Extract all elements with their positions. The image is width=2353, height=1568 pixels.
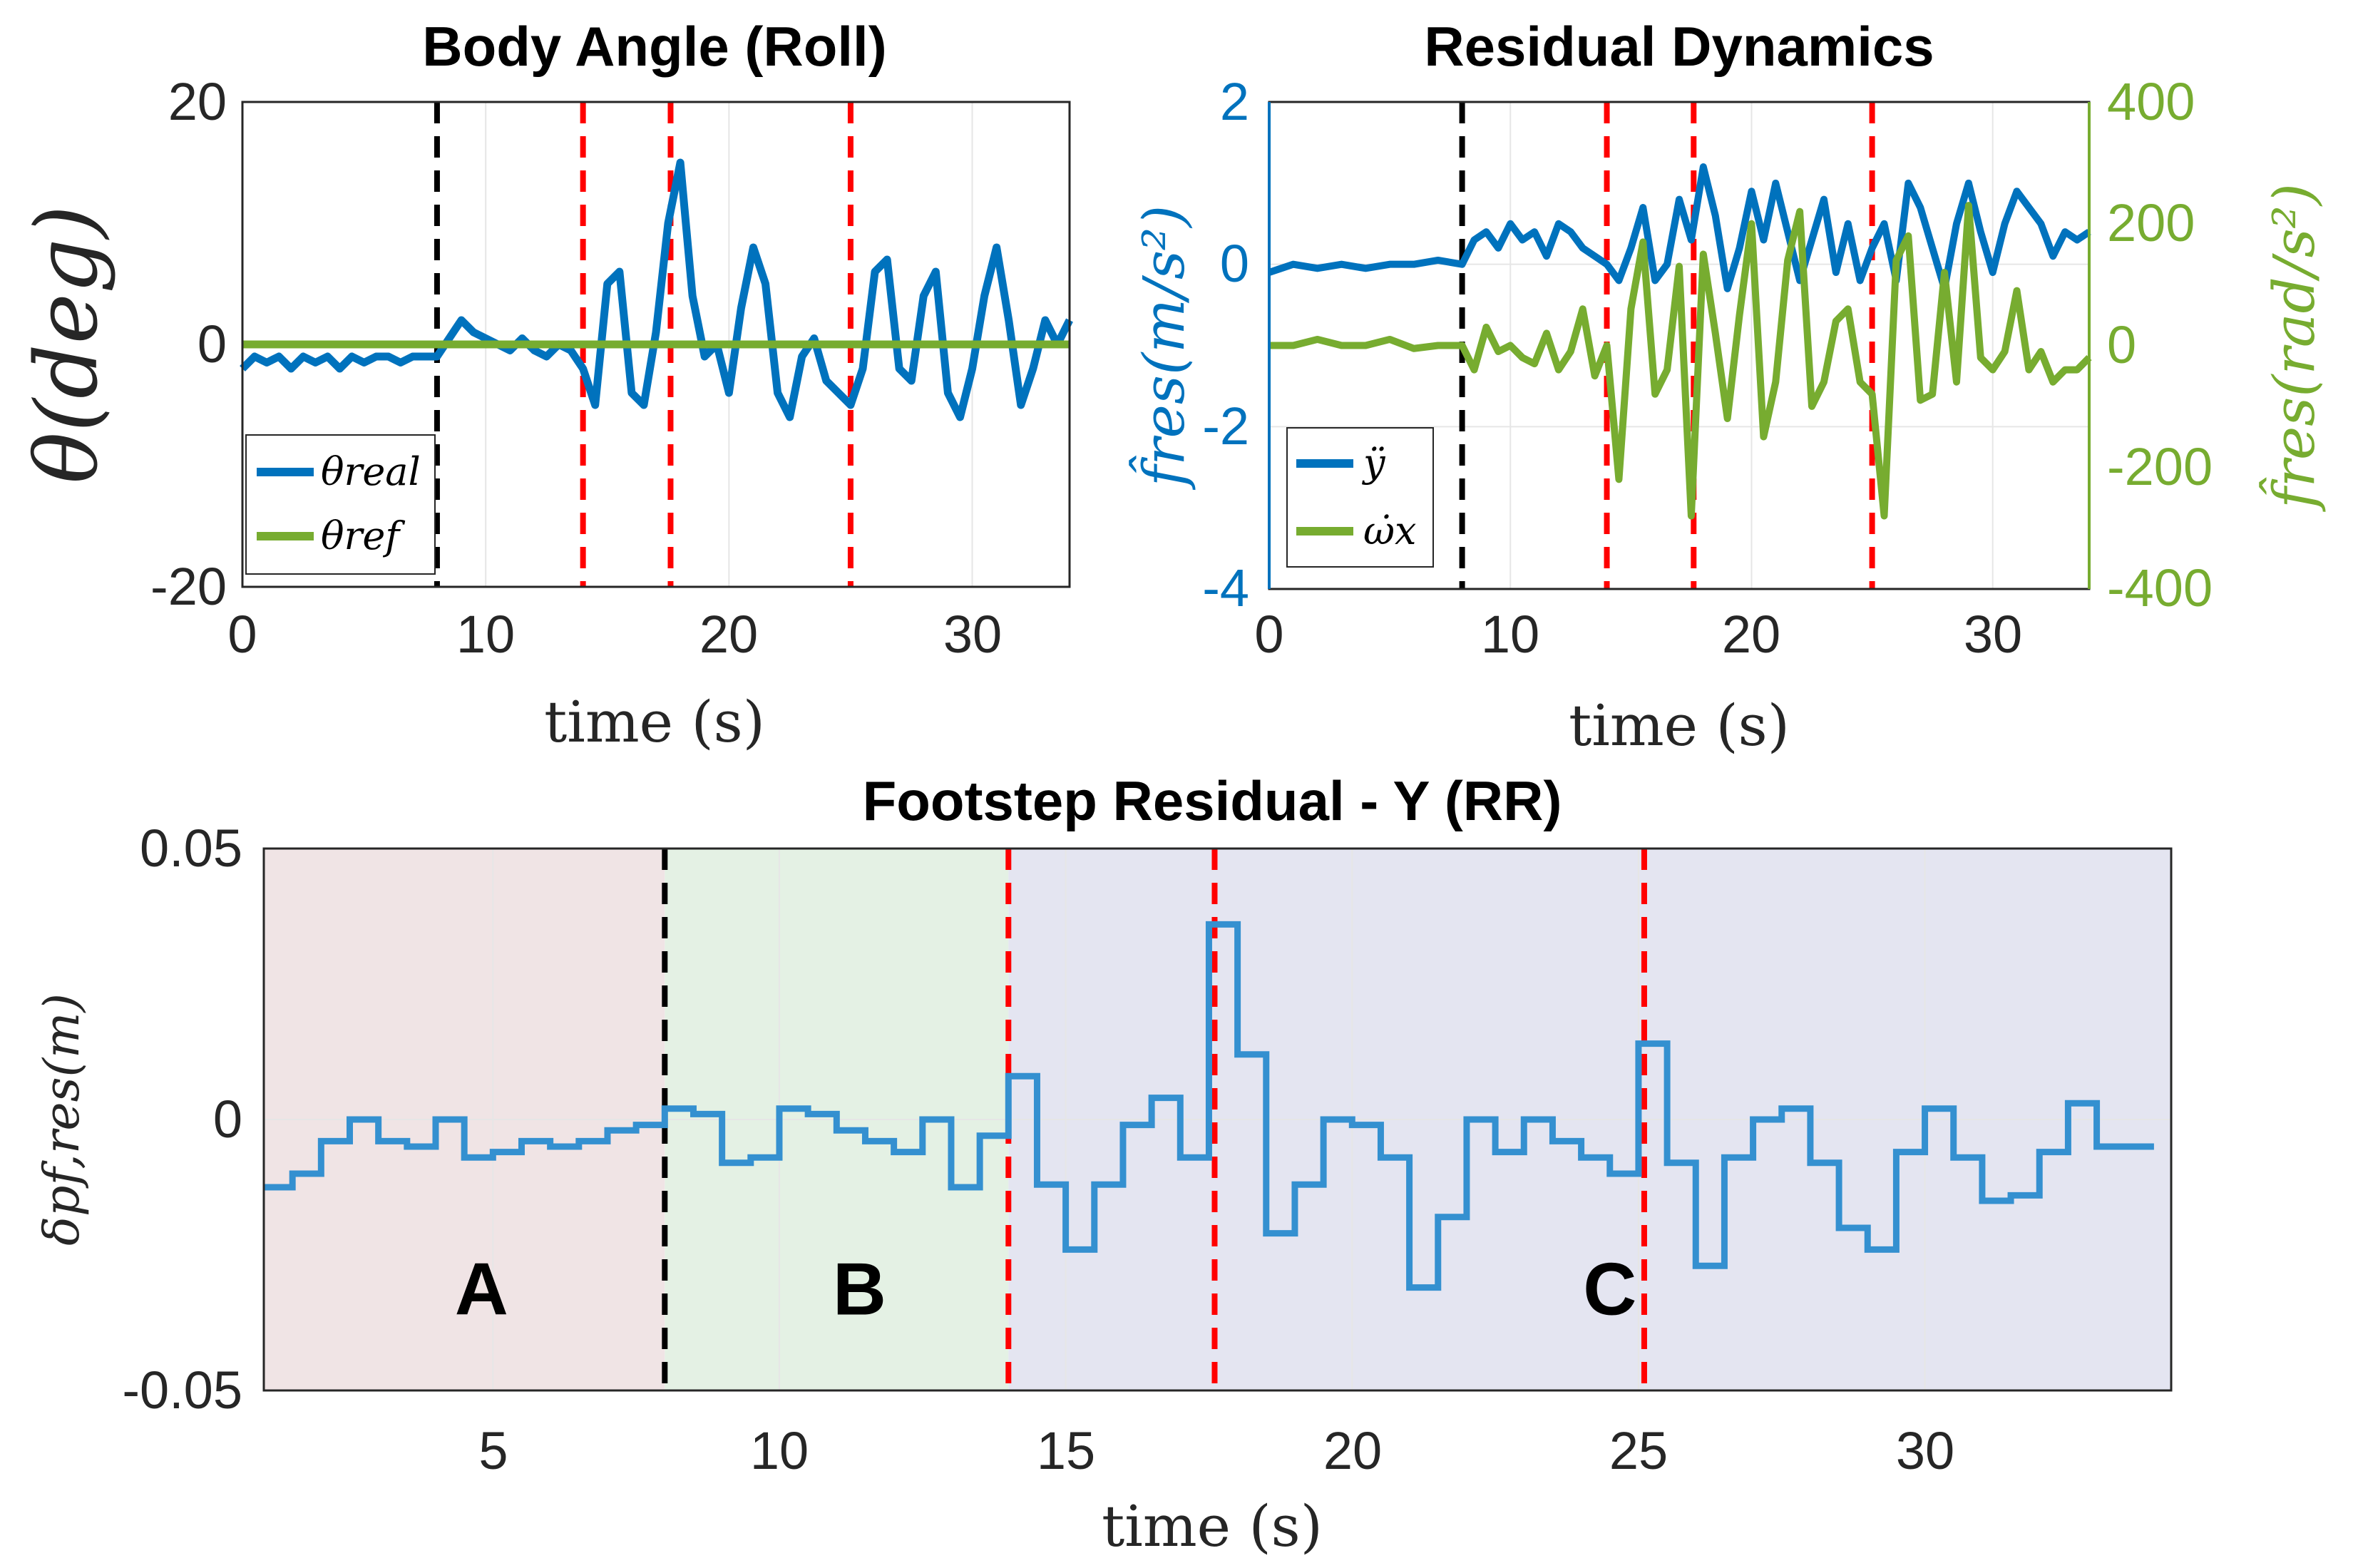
footstep-ytick-label: 0.05 <box>140 819 242 878</box>
roll-plot-frame <box>241 101 1071 588</box>
roll-ytick-label: 0 <box>198 314 227 374</box>
roll-chart: Body Angle (Roll) 20 0 -20 0 10 20 30 ti… <box>18 15 1073 755</box>
residual-xtick-label: 30 <box>1964 605 2022 664</box>
footstep-ytick-label: -0.05 <box>122 1361 242 1420</box>
footstep-y-axis-label: δpf,res(m) <box>34 993 91 1246</box>
footstep-vlines <box>662 849 1647 1390</box>
roll-y-axis-label: θ(deg) <box>18 205 117 484</box>
region-b-label: B <box>833 1249 886 1331</box>
roll-y-ticks: 20 0 -20 <box>150 72 227 616</box>
residual-ytick-left-label: -4 <box>1202 558 1249 618</box>
residual-y-axis-label-left: f̂res(m/s²) <box>1128 205 1197 491</box>
residual-y-ticks-left: 2 0 -2 -4 <box>1202 72 1249 618</box>
residual-ytick-left-label: 0 <box>1220 234 1249 293</box>
footstep-chart-title: Footstep Residual - Y (RR) <box>863 769 1562 832</box>
roll-xtick-label: 30 <box>943 605 1002 664</box>
roll-ytick-label: -20 <box>150 557 227 616</box>
roll-chart-title: Body Angle (Roll) <box>422 15 886 78</box>
residual-legend-box <box>1286 427 1434 568</box>
roll-xtick-label: 0 <box>227 605 257 664</box>
series-line-omega-dot <box>1269 202 2092 520</box>
footstep-series <box>264 921 2154 1291</box>
residual-legend-label-wdot: ω̇x <box>1363 508 1417 553</box>
roll-legend: θreal θref <box>245 434 436 575</box>
roll-xtick-label: 10 <box>456 605 515 664</box>
residual-chart: Residual Dynamics 2 0 -2 -4 400 200 0 -2… <box>1128 15 2327 759</box>
roll-x-axis-label: time (s) <box>544 689 765 755</box>
roll-series <box>240 158 1073 421</box>
footstep-x-ticks: 5 10 15 20 25 30 <box>478 1421 1954 1480</box>
footstep-chart: Footstep Residual - Y (RR) A B C 0.05 0 -0… <box>34 769 2173 1559</box>
footstep-y-ticks: 0.05 0 -0.05 <box>122 819 242 1420</box>
roll-legend-label-ref: θref <box>321 513 405 558</box>
residual-legend: ÿ ω̇x <box>1286 427 1434 568</box>
residual-y-ticks-right: 400 200 0 -200 -400 <box>2107 72 2213 618</box>
footstep-xtick-label: 5 <box>478 1421 508 1480</box>
roll-ytick-label: 20 <box>168 72 227 131</box>
footstep-xtick-label: 30 <box>1896 1421 1954 1480</box>
residual-ytick-right-label: -400 <box>2107 558 2213 618</box>
footstep-region-labels: A B C <box>455 1249 1637 1331</box>
residual-x-ticks: 0 10 20 30 <box>1254 605 2022 664</box>
roll-xtick-label: 20 <box>699 605 758 664</box>
residual-xtick-label: 0 <box>1254 605 1283 664</box>
residual-legend-label-ydd: ÿ <box>1362 441 1386 486</box>
footstep-xtick-label: 15 <box>1037 1421 1095 1480</box>
footstep-xtick-label: 20 <box>1323 1421 1382 1480</box>
residual-xtick-label: 20 <box>1722 605 1780 664</box>
series-line-y-accel <box>1268 163 2091 292</box>
footstep-x-axis-label: time (s) <box>1102 1493 1323 1559</box>
residual-y-axis-label-right: f̂res(rad/s²) <box>2258 183 2327 512</box>
footstep-xtick-label: 10 <box>750 1421 809 1480</box>
residual-xtick-label: 10 <box>1481 605 1539 664</box>
residual-ytick-right-label: 200 <box>2107 193 2195 252</box>
roll-legend-box <box>245 434 436 575</box>
residual-ytick-left-label: -2 <box>1202 396 1249 456</box>
region-a-label: A <box>455 1249 508 1331</box>
residual-ytick-right-label: -200 <box>2107 437 2213 496</box>
series-line-theta-real <box>240 158 1073 421</box>
residual-ytick-right-label: 0 <box>2107 315 2136 374</box>
footstep-plot-frame <box>262 847 2173 1392</box>
footstep-ytick-label: 0 <box>213 1090 242 1149</box>
residual-ytick-left-label: 2 <box>1220 72 1249 131</box>
footstep-xtick-label: 25 <box>1609 1421 1668 1480</box>
residual-ytick-right-label: 400 <box>2107 72 2195 131</box>
residual-chart-title: Residual Dynamics <box>1424 15 1934 78</box>
residual-x-axis-label: time (s) <box>1569 692 1790 759</box>
roll-legend-label-real: θreal <box>321 449 421 494</box>
roll-x-ticks: 0 10 20 30 <box>227 605 1002 664</box>
residual-series <box>1268 163 2092 520</box>
region-c-label: C <box>1583 1249 1636 1331</box>
series-line-footstep-residual <box>264 921 2154 1291</box>
